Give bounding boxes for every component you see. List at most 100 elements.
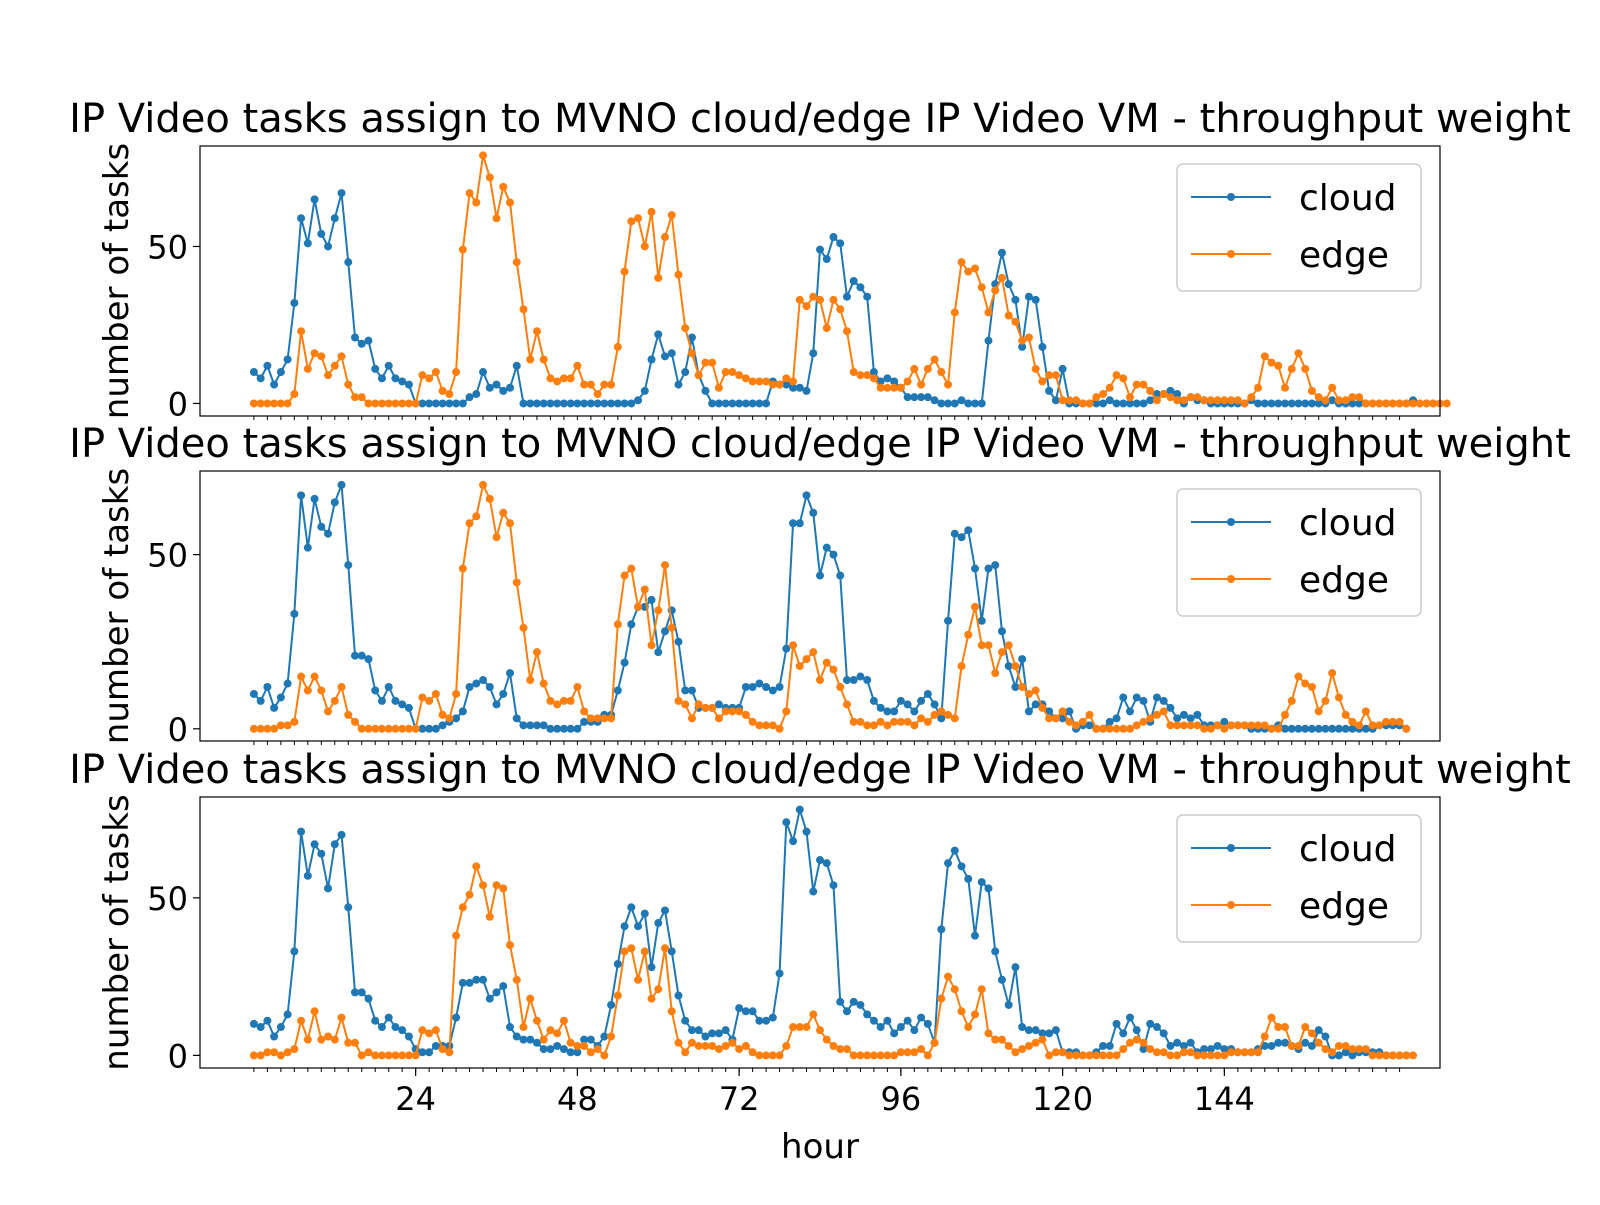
data-point-edge bbox=[256, 1051, 265, 1060]
data-point-cloud bbox=[438, 721, 447, 730]
data-point-edge bbox=[472, 198, 481, 207]
data-point-edge bbox=[337, 683, 346, 691]
data-point-cloud bbox=[910, 707, 919, 716]
data-point-cloud bbox=[566, 1048, 575, 1057]
data-point-cloud bbox=[836, 239, 845, 248]
data-point-edge bbox=[290, 390, 299, 399]
data-point-cloud bbox=[330, 840, 339, 849]
data-point-cloud bbox=[1024, 292, 1033, 301]
data-point-edge bbox=[310, 1007, 319, 1016]
data-point-edge bbox=[1388, 717, 1397, 726]
data-point-edge bbox=[1368, 721, 1377, 730]
data-point-edge bbox=[755, 1051, 764, 1060]
data-point-edge bbox=[883, 383, 892, 392]
data-point-cloud bbox=[1004, 662, 1013, 671]
data-point-edge bbox=[559, 1016, 568, 1025]
data-point-cloud bbox=[755, 1016, 764, 1025]
data-point-edge bbox=[728, 368, 737, 377]
data-point-edge bbox=[674, 1038, 683, 1047]
data-point-edge bbox=[1105, 724, 1114, 733]
data-point-edge bbox=[546, 374, 555, 383]
data-point-edge bbox=[377, 399, 386, 408]
data-point-cloud bbox=[842, 1007, 851, 1016]
data-point-cloud bbox=[1146, 1019, 1155, 1028]
data-point-edge bbox=[768, 1051, 777, 1060]
data-point-edge bbox=[1119, 724, 1128, 733]
data-point-cloud bbox=[607, 1000, 616, 1009]
data-point-cloud bbox=[768, 686, 777, 695]
data-point-cloud bbox=[1119, 693, 1128, 702]
data-point-cloud bbox=[822, 543, 831, 552]
data-point-edge bbox=[647, 207, 656, 216]
data-point-cloud bbox=[377, 374, 386, 383]
data-point-edge bbox=[1321, 696, 1330, 705]
data-point-cloud bbox=[1119, 1029, 1128, 1038]
data-point-cloud bbox=[816, 856, 824, 865]
data-point-edge bbox=[910, 1048, 919, 1057]
data-point-edge bbox=[923, 364, 932, 373]
data-point-edge bbox=[1105, 383, 1114, 392]
data-point-edge bbox=[1247, 393, 1256, 402]
data-point-edge bbox=[324, 1032, 333, 1041]
data-point-edge bbox=[1018, 336, 1027, 345]
data-point-edge bbox=[283, 1048, 292, 1057]
data-point-edge bbox=[452, 368, 461, 377]
data-point-edge bbox=[276, 399, 285, 408]
data-point-edge bbox=[991, 286, 1000, 295]
data-point-cloud bbox=[842, 676, 851, 685]
data-point-cloud bbox=[1274, 399, 1283, 408]
data-point-edge bbox=[694, 700, 703, 709]
x-tick-label: 96 bbox=[881, 1080, 922, 1118]
data-point-edge bbox=[714, 1045, 723, 1054]
data-point-edge bbox=[822, 1035, 831, 1044]
data-point-cloud bbox=[984, 884, 993, 893]
data-point-edge bbox=[1274, 361, 1283, 370]
data-point-edge bbox=[950, 714, 959, 723]
data-point-cloud bbox=[863, 292, 872, 301]
data-point-cloud bbox=[351, 333, 359, 342]
data-point-cloud bbox=[910, 393, 919, 402]
data-point-edge bbox=[1099, 1051, 1108, 1060]
data-point-edge bbox=[512, 258, 521, 267]
data-point-cloud bbox=[930, 700, 939, 709]
data-point-cloud bbox=[1179, 1041, 1188, 1050]
data-point-edge bbox=[984, 1029, 993, 1038]
data-point-edge bbox=[425, 374, 434, 383]
data-point-edge bbox=[1355, 393, 1364, 402]
data-point-cloud bbox=[687, 1026, 696, 1035]
data-point-edge bbox=[506, 198, 514, 207]
data-point-edge bbox=[1281, 710, 1289, 719]
data-point-edge bbox=[869, 1051, 878, 1060]
subplot-1: 0 50 cloud edge IP Video tasks assign to MVN… bbox=[69, 96, 1571, 423]
data-point-edge bbox=[1024, 333, 1033, 342]
data-point-edge bbox=[768, 380, 777, 389]
data-point-edge bbox=[310, 349, 319, 358]
data-point-edge bbox=[721, 368, 730, 377]
data-point-edge bbox=[1355, 721, 1364, 730]
data-point-cloud bbox=[404, 1032, 413, 1041]
data-point-edge bbox=[674, 270, 683, 279]
data-point-edge bbox=[1213, 396, 1222, 405]
data-point-edge bbox=[1348, 393, 1357, 402]
data-point-cloud bbox=[735, 1004, 744, 1013]
data-point-cloud bbox=[654, 919, 663, 928]
data-point-cloud bbox=[627, 399, 636, 408]
data-point-edge bbox=[1099, 724, 1108, 733]
subplot-title: IP Video tasks assign to MVNO cloud/edge… bbox=[69, 96, 1571, 142]
data-point-edge bbox=[398, 399, 407, 408]
data-point-edge bbox=[634, 214, 643, 223]
data-point-cloud bbox=[687, 686, 696, 695]
data-point-cloud bbox=[566, 724, 575, 733]
data-point-edge bbox=[1220, 724, 1229, 733]
data-point-edge bbox=[431, 368, 440, 377]
data-point-edge bbox=[836, 305, 845, 314]
data-point-edge bbox=[263, 1048, 272, 1057]
data-point-edge bbox=[1112, 1051, 1121, 1060]
data-point-edge bbox=[1045, 1051, 1054, 1060]
data-point-cloud bbox=[822, 255, 831, 264]
data-point-edge bbox=[748, 1048, 757, 1057]
data-point-edge bbox=[856, 1051, 865, 1060]
data-point-edge bbox=[391, 724, 400, 733]
data-point-cloud bbox=[1173, 1038, 1182, 1047]
